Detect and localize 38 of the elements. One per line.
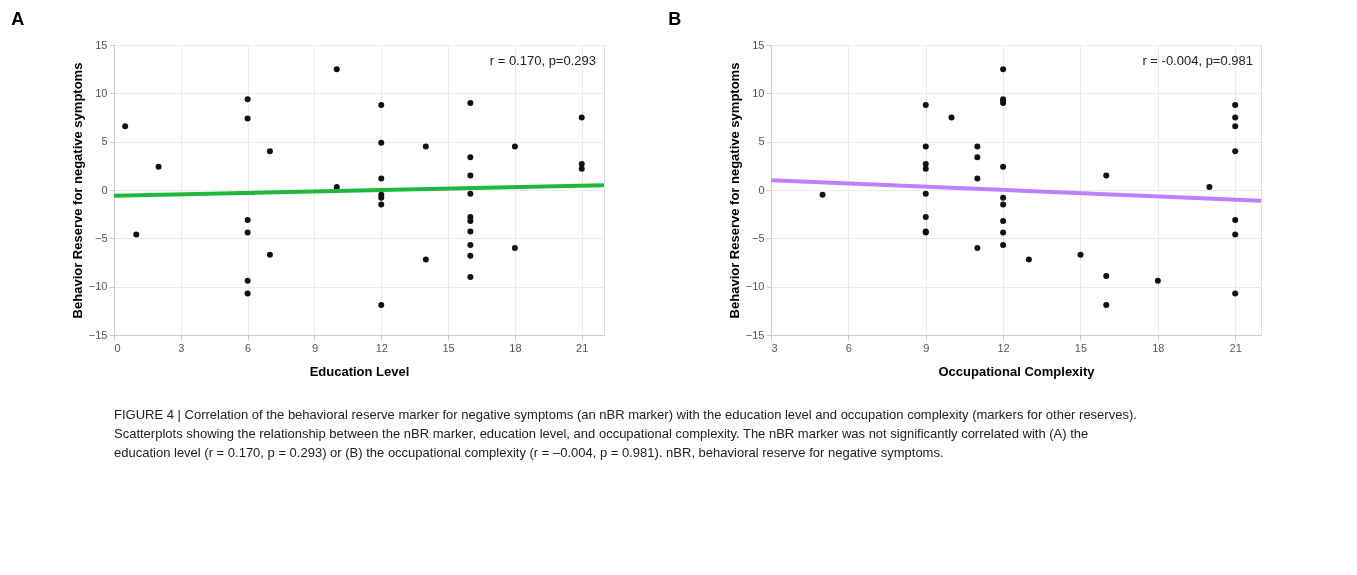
y-axis-title: Behavior Reserve for negative symptoms — [69, 62, 85, 319]
x-axis-title: Education Level — [309, 363, 410, 379]
annotation: r = -0.004, p=0.981 — [1142, 53, 1253, 68]
y-tick-label: −5 — [94, 231, 108, 244]
y-tick-label: 0 — [758, 183, 765, 196]
x-tick-label: 21 — [576, 341, 589, 354]
annotation: r = 0.170, p=0.293 — [489, 53, 596, 68]
x-tick-label: 9 — [923, 341, 930, 354]
x-tick-label: 18 — [1152, 341, 1165, 354]
y-tick-label: 0 — [101, 183, 108, 196]
x-tick-label: 0 — [114, 341, 121, 354]
x-tick-label: 12 — [997, 341, 1010, 354]
y-tick-label: −15 — [745, 328, 765, 341]
y-axis-title: Behavior Reserve for negative symptoms — [726, 62, 742, 319]
y-tick-label: 10 — [752, 86, 765, 99]
x-tick-label: 12 — [375, 341, 388, 354]
y-tick-label: −15 — [88, 328, 108, 341]
x-tick-label: 6 — [845, 341, 852, 354]
y-tick-label: −10 — [745, 280, 765, 293]
x-axis-title: Occupational Complexity — [938, 363, 1096, 379]
y-tick-label: −5 — [751, 231, 765, 244]
x-tick-label: 6 — [245, 341, 252, 354]
x-tick-label: 18 — [509, 341, 522, 354]
x-tick-label: 3 — [771, 341, 778, 354]
y-tick-label: 15 — [752, 38, 765, 51]
y-tick-label: 10 — [95, 86, 108, 99]
y-tick-label: 5 — [101, 135, 108, 148]
x-tick-label: 3 — [178, 341, 185, 354]
x-tick-label: 21 — [1229, 341, 1242, 354]
y-tick-label: −10 — [88, 280, 108, 293]
x-tick-label: 15 — [1074, 341, 1088, 354]
x-tick-label: 15 — [442, 341, 455, 354]
chart-title: B — [668, 9, 682, 29]
y-tick-label: 5 — [758, 135, 765, 148]
y-tick-label: 15 — [95, 38, 108, 51]
x-tick-label: 9 — [311, 341, 319, 354]
caption: FIGURE 4 | Correlation of the behavioral reserve marker for negative symptoms (an nBR marker) with the education level and occupation complexity (markers for other reserves). Scatterplots showing the relationship between the nBR marker, education level, and occupational complexity. The nBR marker was not significantly correlated with (A) the education level (r = 0.170, p = 0.293) or (B) the occupational complexity (r = –0.004, p = 0.981). nBR, behavioral reserve for negative symptoms. — [114, 407, 1137, 460]
chart-title: A — [11, 9, 25, 29]
